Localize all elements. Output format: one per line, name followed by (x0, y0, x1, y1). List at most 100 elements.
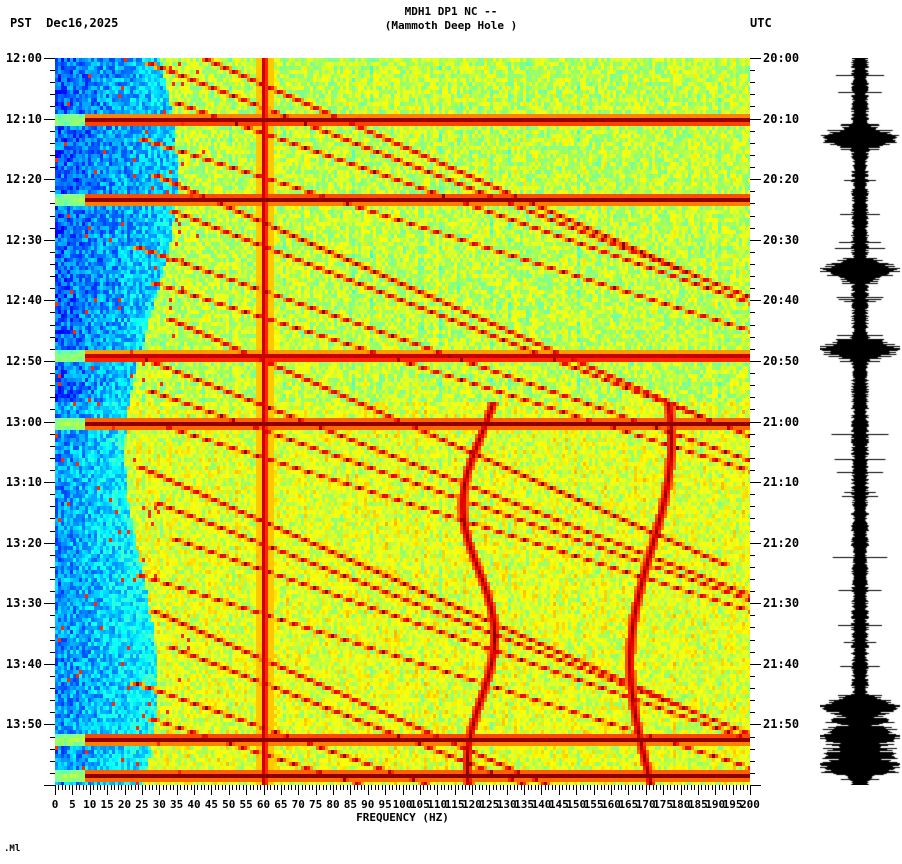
axis-tick (750, 422, 761, 423)
frequency-label: 135 (514, 798, 535, 811)
axis-tick (50, 349, 55, 350)
time-label-utc: 21:50 (763, 717, 800, 731)
frequency-tick (149, 785, 150, 790)
axis-tick (50, 94, 55, 95)
frequency-label: 130 (496, 798, 517, 811)
time-label-utc: 21:40 (763, 657, 800, 671)
frequency-label: 145 (548, 798, 569, 811)
axis-tick (750, 773, 755, 774)
axis-tick (50, 446, 55, 447)
frequency-tick (514, 785, 515, 790)
frequency-axis-ticks (55, 785, 751, 799)
frequency-tick (309, 785, 310, 790)
frequency-label: 10 (83, 798, 97, 811)
frequency-tick (621, 785, 622, 790)
frequency-tick (625, 785, 626, 790)
axis-tick (750, 688, 755, 689)
axis-tick (750, 203, 755, 204)
frequency-label: 50 (222, 798, 236, 811)
axis-tick (50, 531, 55, 532)
frequency-tick (573, 785, 574, 790)
frequency-tick (277, 785, 278, 790)
frequency-tick (316, 785, 317, 795)
frequency-tick (413, 785, 414, 790)
time-label-utc: 21:30 (763, 596, 800, 610)
axis-tick (750, 446, 755, 447)
frequency-tick (218, 785, 219, 790)
axis-tick (44, 724, 55, 725)
frequency-tick (496, 785, 497, 790)
frequency-tick (594, 785, 595, 795)
frequency-tick (465, 785, 466, 790)
frequency-tick (270, 785, 271, 790)
axis-tick (750, 70, 755, 71)
axis-tick (750, 337, 755, 338)
frequency-label: 80 (326, 798, 340, 811)
frequency-label: 195 (722, 798, 743, 811)
frequency-tick (121, 785, 122, 790)
frequency-tick (552, 785, 553, 790)
frequency-tick (406, 785, 407, 790)
frequency-tick (646, 785, 647, 795)
frequency-tick (340, 785, 341, 790)
frequency-tick (493, 785, 494, 790)
frequency-label: 15 (100, 798, 114, 811)
frequency-tick (639, 785, 640, 790)
frequency-label: 40 (187, 798, 201, 811)
frequency-tick (76, 785, 77, 790)
frequency-tick (368, 785, 369, 795)
frequency-tick (163, 785, 164, 790)
axis-tick (750, 724, 761, 725)
frequency-tick (448, 785, 449, 790)
frequency-tick (291, 785, 292, 790)
axis-tick (44, 603, 55, 604)
frequency-tick (437, 785, 438, 795)
frequency-tick (385, 785, 386, 795)
axis-tick (750, 228, 755, 229)
axis-tick (750, 264, 755, 265)
axis-tick (50, 397, 55, 398)
frequency-tick (128, 785, 129, 790)
frequency-label: 125 (479, 798, 500, 811)
axis-tick (750, 300, 761, 301)
frequency-tick (566, 785, 567, 790)
frequency-tick (667, 785, 668, 790)
axis-tick (50, 252, 55, 253)
frequency-tick (583, 785, 584, 790)
axis-tick (44, 543, 55, 544)
frequency-tick (750, 785, 751, 795)
frequency-tick (608, 785, 609, 790)
frequency-tick (743, 785, 744, 790)
axis-tick (50, 337, 55, 338)
frequency-tick (343, 785, 344, 790)
frequency-tick (409, 785, 410, 790)
frequency-tick (482, 785, 483, 790)
axis-tick (750, 579, 755, 580)
frequency-tick (597, 785, 598, 790)
axis-tick (750, 191, 755, 192)
frequency-tick (201, 785, 202, 790)
axis-tick (750, 131, 755, 132)
frequency-tick (364, 785, 365, 790)
frequency-tick (500, 785, 501, 790)
time-label-pst: 12:10 (5, 112, 42, 126)
frequency-tick (371, 785, 372, 790)
frequency-tick (444, 785, 445, 790)
spectrogram-plot[interactable] (55, 58, 750, 785)
frequency-tick (698, 785, 699, 795)
frequency-tick (302, 785, 303, 790)
frequency-tick (663, 785, 664, 795)
axis-tick (50, 688, 55, 689)
frequency-tick (222, 785, 223, 790)
frequency-tick (545, 785, 546, 790)
axis-tick (750, 155, 755, 156)
frequency-tick (208, 785, 209, 790)
axis-tick (50, 494, 55, 495)
frequency-tick (274, 785, 275, 790)
frequency-label: 5 (69, 798, 76, 811)
axis-tick (750, 627, 755, 628)
frequency-tick (503, 785, 504, 790)
time-label-utc: 20:10 (763, 112, 800, 126)
axis-tick (750, 143, 755, 144)
frequency-tick (611, 785, 612, 795)
